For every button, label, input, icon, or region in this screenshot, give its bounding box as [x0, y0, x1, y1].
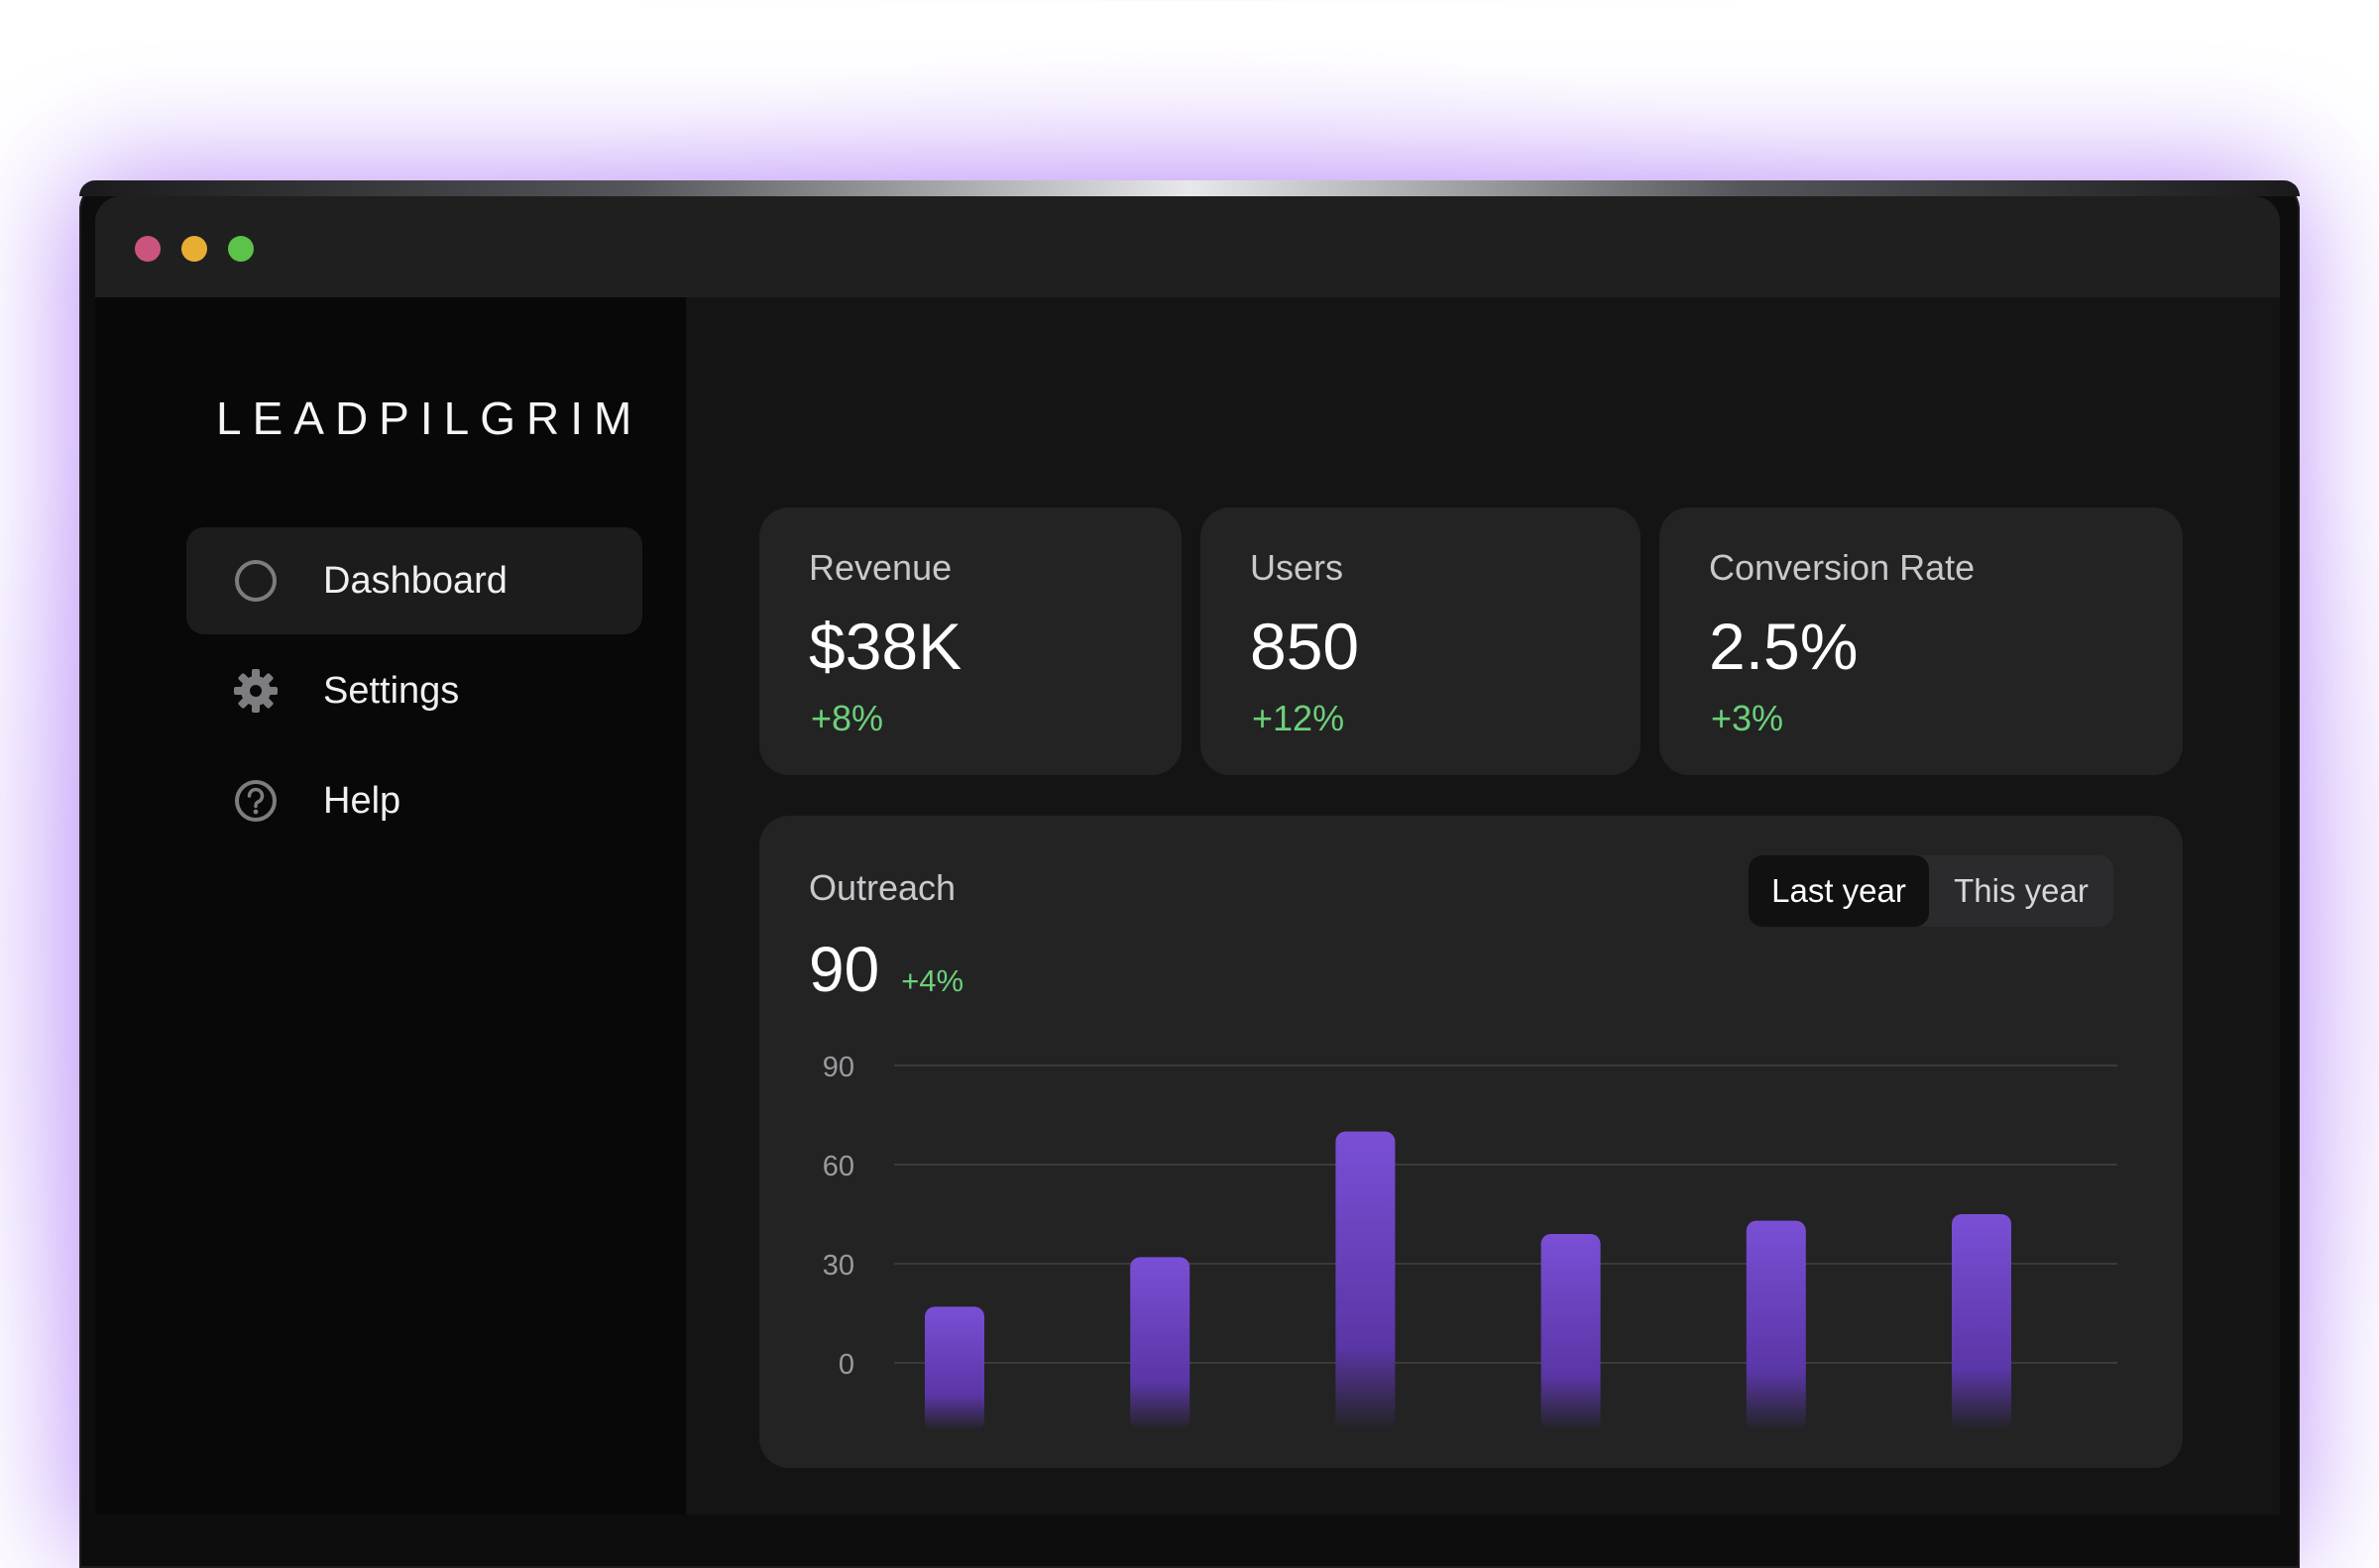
y-tick-label: 30	[823, 1250, 854, 1282]
stat-value: $38K	[809, 610, 963, 683]
sidebar-item-label: Help	[323, 779, 401, 822]
circle-icon	[235, 560, 277, 602]
y-tick-label: 60	[823, 1151, 854, 1182]
stat-delta: +8%	[811, 698, 884, 738]
y-tick-label: 0	[839, 1349, 854, 1381]
outreach-value: 90	[809, 934, 880, 1005]
chart-bar[interactable]	[1952, 1214, 2011, 1430]
stat-delta: +12%	[1252, 698, 1345, 738]
chart-bar[interactable]	[925, 1306, 984, 1430]
stat-value: 850	[1250, 610, 1360, 683]
gear-icon	[234, 669, 278, 713]
sidebar-item-dashboard[interactable]: Dashboard	[186, 527, 642, 634]
chart-bar[interactable]	[1335, 1131, 1396, 1430]
outreach-chart: 0 30 60 90	[823, 1052, 2117, 1430]
app-logo: LEADPILGRIM	[216, 392, 643, 444]
stat-value: 2.5%	[1709, 610, 1859, 683]
stat-card-revenue: Revenue $38K +8%	[759, 507, 1182, 775]
stat-label: Users	[1250, 547, 1344, 588]
sidebar: LEADPILGRIM Dashboard	[95, 297, 686, 1514]
title-bar	[95, 196, 2280, 297]
stat-label: Conversion Rate	[1709, 547, 1976, 588]
minimize-window-button[interactable]	[181, 236, 207, 262]
app-window: LEADPILGRIM Dashboard	[95, 196, 2280, 1514]
chart-bar[interactable]	[1746, 1220, 1806, 1430]
maximize-window-button[interactable]	[228, 236, 254, 262]
outreach-delta: +4%	[901, 963, 964, 998]
chart-bar[interactable]	[1540, 1234, 1601, 1430]
outreach-card: Outreach 90 +4% Last year This year 0 30 6…	[759, 816, 2183, 1468]
this-year-button[interactable]: This year	[1954, 872, 2089, 909]
last-year-button[interactable]: Last year	[1749, 855, 1929, 927]
period-toggle: Last year This year	[1749, 855, 2113, 927]
close-window-button[interactable]	[135, 236, 161, 262]
help-icon	[235, 780, 277, 822]
sidebar-item-label: Settings	[323, 669, 460, 712]
sidebar-item-settings[interactable]: Settings	[186, 637, 642, 744]
stat-card-users: Users 850 +12%	[1200, 507, 1641, 775]
stat-delta: +3%	[1711, 698, 1784, 738]
stat-card-conversion-rate: Conversion Rate 2.5% +3%	[1659, 507, 2183, 775]
outreach-title: Outreach	[809, 867, 957, 908]
chart-bar[interactable]	[1130, 1257, 1190, 1430]
y-tick-label: 90	[823, 1052, 854, 1083]
sidebar-item-help[interactable]: Help	[186, 747, 642, 854]
sidebar-item-label: Dashboard	[323, 559, 508, 602]
stat-label: Revenue	[809, 547, 953, 588]
